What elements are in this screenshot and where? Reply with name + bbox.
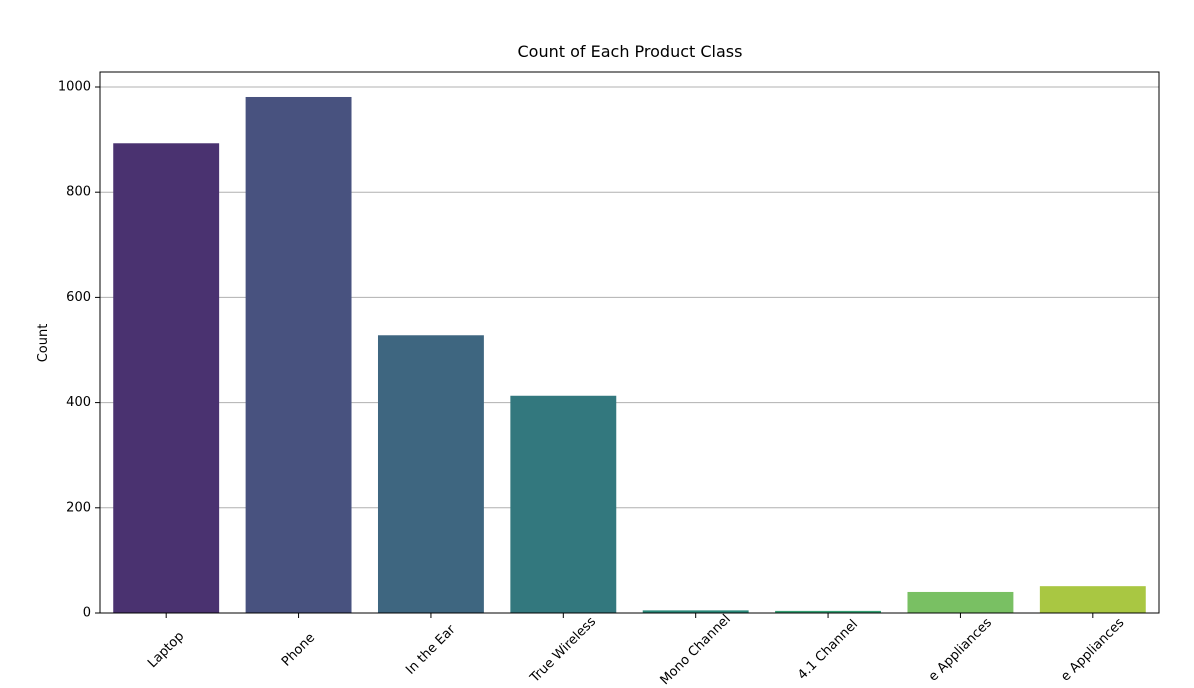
y-tick-label: 0 bbox=[83, 606, 91, 621]
x-tick-label: True Wireless bbox=[527, 614, 599, 686]
bar bbox=[775, 610, 882, 613]
x-tick-label: Laptop bbox=[145, 629, 187, 671]
y-tick-label: 800 bbox=[66, 185, 91, 200]
y-tick-label: 200 bbox=[66, 500, 91, 515]
y-tick-label: 600 bbox=[66, 290, 91, 305]
plot-frame bbox=[99, 71, 1160, 614]
y-tick-label: 1000 bbox=[58, 79, 91, 94]
bar bbox=[907, 591, 1014, 613]
x-tick-label: In the Ear bbox=[403, 622, 459, 678]
y-tick-label: 400 bbox=[66, 395, 91, 410]
x-tick-label: e Appliances bbox=[1058, 615, 1127, 684]
bar bbox=[377, 335, 484, 613]
x-tick-label: Phone bbox=[279, 630, 318, 669]
x-tick-label: 4.1 Channel bbox=[795, 617, 861, 683]
bar bbox=[1039, 586, 1146, 613]
x-tick-label: e Appliances bbox=[926, 615, 995, 684]
bar bbox=[642, 610, 749, 613]
y-axis-label: Count bbox=[36, 324, 51, 363]
bar bbox=[510, 395, 617, 613]
chart-title: Count of Each Product Class bbox=[518, 42, 743, 61]
bar bbox=[245, 96, 352, 613]
x-tick-label: Mono Channel bbox=[658, 612, 734, 688]
bar bbox=[113, 143, 220, 614]
